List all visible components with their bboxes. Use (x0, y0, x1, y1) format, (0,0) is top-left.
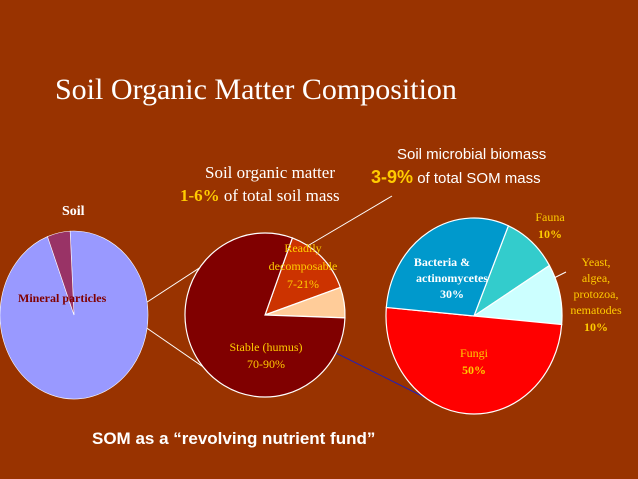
som-subheading-text: of total soil mass (223, 186, 340, 205)
stable-label: Stable (humus) 70-90% (230, 340, 303, 371)
bacteria-label: Bacteria & actinomycetes 30% (414, 255, 488, 301)
readily-value: 7-21% (287, 277, 319, 291)
fungi-value: 50% (462, 363, 486, 377)
pie-3-slice-3 (385, 306, 563, 415)
fungi-label: Fungi 50% (460, 346, 489, 377)
yeast-line-4: nematodes (570, 303, 622, 317)
connector-line-top-2 (303, 195, 393, 249)
footer-caption: SOM as a “revolving nutrient fund” (92, 429, 376, 448)
bacteria-value: 30% (440, 287, 464, 301)
mineral-label: Mineral particles (18, 291, 107, 305)
yeast-line-2: algea, (582, 271, 610, 285)
fauna-value: 10% (538, 227, 562, 241)
pie-2-slice-1 (264, 237, 342, 317)
readily-line-1: Readily (284, 241, 321, 255)
yeast-value: 10% (584, 320, 608, 334)
microbial-percent: 3-9% (371, 167, 414, 187)
stable-value: 70-90% (247, 357, 285, 371)
pie-2-slice-3 (184, 232, 346, 398)
readily-label: Readily decomposable 7-21% (269, 241, 338, 291)
som-subheading: 1-6% of total soil mass (180, 186, 340, 206)
yeast-line-3: protozoa, (574, 287, 619, 301)
som-percent: 1-6% (180, 186, 220, 205)
soil-label: Soil (62, 204, 85, 219)
yeast-label: Yeast, algea, protozoa, nematodes 10% (570, 255, 622, 334)
microbial-subheading: 3-9% of total SOM mass (371, 167, 541, 188)
readily-line-2: decomposable (269, 259, 338, 273)
microbial-subheading-text: of total SOM mass (417, 170, 541, 187)
pie-1-slice-2 (47, 230, 75, 316)
microbial-heading: Soil microbial biomass (397, 146, 547, 163)
pie-3-slice-4 (385, 217, 510, 317)
slide-title: Soil Organic Matter Composition (55, 73, 457, 106)
som-heading: Soil organic matter (205, 163, 335, 182)
bacteria-line-2: actinomycetes (416, 271, 488, 285)
bacteria-line-1: Bacteria & (414, 255, 470, 269)
yeast-line-1: Yeast, (581, 255, 610, 269)
fauna-label: Fauna 10% (535, 210, 565, 241)
